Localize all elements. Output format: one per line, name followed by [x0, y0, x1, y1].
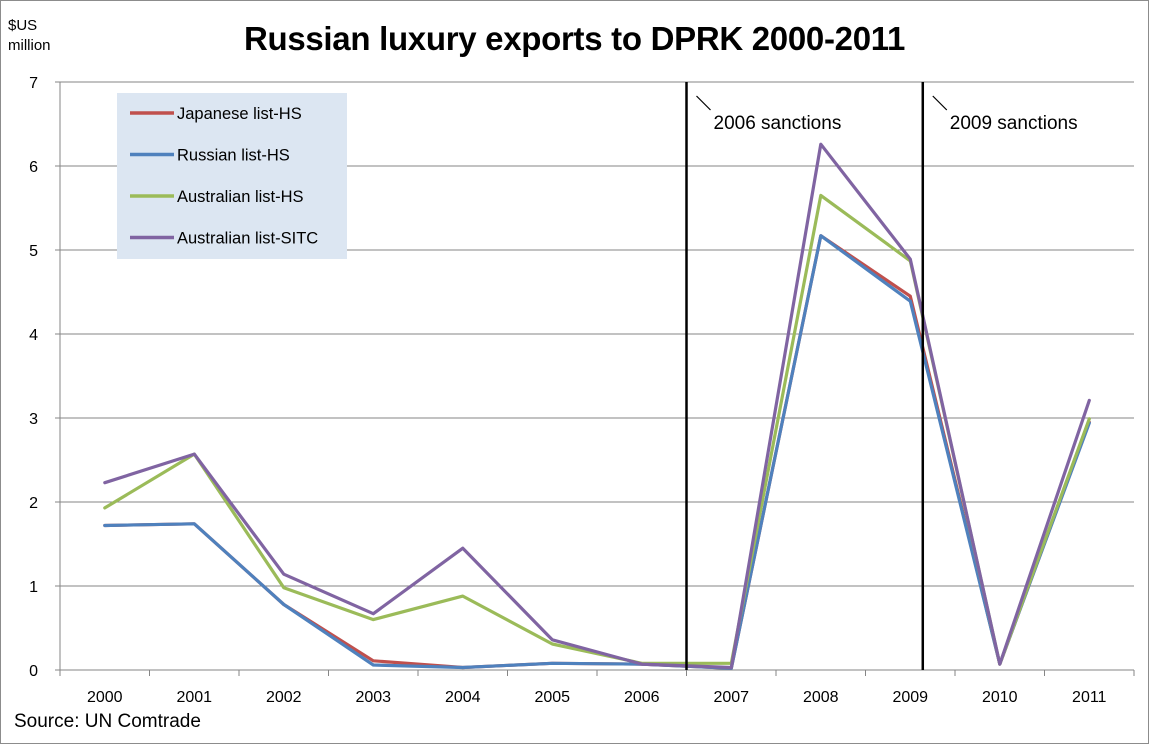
y-tick-label: 7	[29, 75, 38, 92]
x-tick-label: 2004	[445, 689, 481, 706]
chart-title: Russian luxury exports to DPRK 2000-2011	[243, 20, 906, 57]
x-tick-label: 2006	[624, 689, 660, 706]
series-line	[103, 234, 1091, 670]
series-line	[103, 142, 1091, 670]
annotation-leader	[696, 95, 711, 111]
annotation-label: 2006 sanctions	[714, 113, 842, 134]
x-tick-label: 2002	[266, 689, 302, 706]
x-tick-label: 2011	[1072, 689, 1107, 706]
annotation-leader	[932, 95, 948, 111]
x-tick-label: 2001	[176, 689, 212, 706]
x-tick-label: 2008	[803, 689, 839, 706]
legend-box	[117, 93, 347, 259]
legend-label: Australian list-SITC	[177, 230, 318, 248]
source-note: Source: UN Comtrade	[14, 711, 201, 732]
annotation-label: 2009 sanctions	[950, 113, 1078, 134]
x-tick-label: 2010	[982, 689, 1018, 706]
y-tick-label: 4	[29, 327, 38, 344]
y-tick-label: 6	[29, 159, 38, 176]
y-tick-label: 2	[29, 495, 38, 512]
legend-label: Australian list-HS	[177, 188, 304, 206]
x-tick-label: 2000	[87, 689, 123, 706]
y-tick-label: 0	[29, 663, 38, 680]
legend-label: Russian list-HS	[177, 147, 290, 165]
y-axis-label: $US million	[8, 17, 51, 54]
y-tick-label: 5	[29, 243, 38, 260]
x-tick-label: 2007	[713, 689, 749, 706]
x-tick-label: 2009	[892, 689, 928, 706]
x-tick-label: 2003	[355, 689, 391, 706]
y-tick-label: 3	[29, 411, 38, 428]
legend-label: Japanese list-HS	[177, 105, 302, 123]
series-line	[103, 234, 1091, 670]
y-tick-label: 1	[29, 579, 38, 596]
x-tick-label: 2005	[534, 689, 570, 706]
